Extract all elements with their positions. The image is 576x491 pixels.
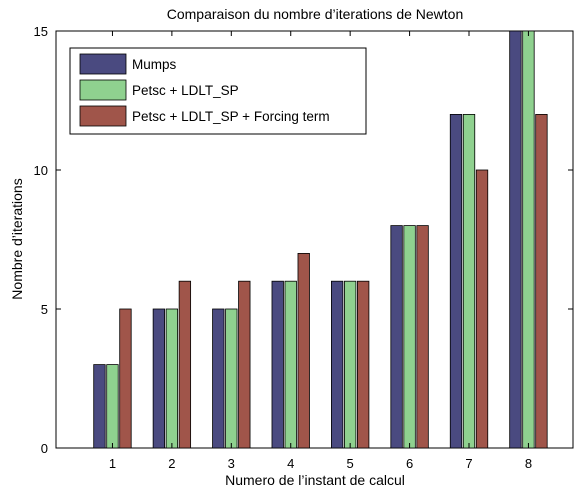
x-tick-label: 6 <box>406 456 413 471</box>
x-axis-label: Numero de l’instant de calcul <box>225 472 405 488</box>
bar-2-4 <box>284 280 297 449</box>
bar-3-7 <box>475 169 489 449</box>
bar-3-5 <box>357 280 370 449</box>
ticks: 1 2 3 4 5 6 7 8 0 5 10 15 <box>34 24 573 471</box>
x-tick-label: 3 <box>228 456 235 471</box>
bars <box>93 30 548 449</box>
x-tick-label: 1 <box>109 456 116 471</box>
bar-1-4 <box>271 280 284 449</box>
bar-2-7 <box>462 114 476 449</box>
bar-2-1 <box>106 364 119 449</box>
x-tick-label: 8 <box>525 456 532 471</box>
plot-frame <box>55 30 574 449</box>
bar-3-4 <box>297 252 310 449</box>
legend: Mumps Petsc + LDLT_SP Petsc + LDLT_SP + Fo… <box>69 47 367 135</box>
bar-3-1 <box>119 308 132 449</box>
legend-label-1: Mumps <box>132 57 177 72</box>
bar-1-3 <box>212 308 225 449</box>
axes <box>55 30 574 449</box>
legend-swatch-3 <box>79 105 127 127</box>
bar-1-8 <box>509 30 522 449</box>
bar-1-7 <box>449 114 463 449</box>
legend-swatch-1 <box>79 53 127 75</box>
legend-swatch-2 <box>79 79 127 101</box>
y-tick-label: 0 <box>41 441 48 456</box>
bar-3-3 <box>238 280 251 449</box>
bar-1-6 <box>390 225 403 449</box>
x-tick-label: 5 <box>347 456 354 471</box>
y-tick-label: 5 <box>41 302 48 317</box>
bar-2-3 <box>225 308 238 449</box>
chart-title: Comparaison du nombre d’iterations de Ne… <box>167 6 464 22</box>
bar-2-8 <box>522 30 535 449</box>
bar-1-2 <box>152 308 166 449</box>
bar-1-5 <box>331 280 344 449</box>
bar-2-2 <box>165 308 179 449</box>
y-tick-label: 10 <box>34 163 48 178</box>
bar-3-6 <box>416 225 429 449</box>
bar-2-6 <box>403 225 416 449</box>
x-tick-label: 7 <box>465 456 472 471</box>
x-tick-label: 2 <box>168 456 175 471</box>
legend-label-2: Petsc + LDLT_SP <box>132 83 239 98</box>
bar-1-1 <box>93 364 106 449</box>
x-tick-label: 4 <box>287 456 294 471</box>
bar-2-5 <box>344 280 357 449</box>
bar-3-8 <box>535 114 548 449</box>
legend-label-3: Petsc + LDLT_SP + Forcing term <box>132 109 330 124</box>
y-tick-label: 15 <box>34 24 48 39</box>
bar-3-2 <box>178 280 192 449</box>
y-axis-label: Nombre d’iterations <box>9 178 25 299</box>
